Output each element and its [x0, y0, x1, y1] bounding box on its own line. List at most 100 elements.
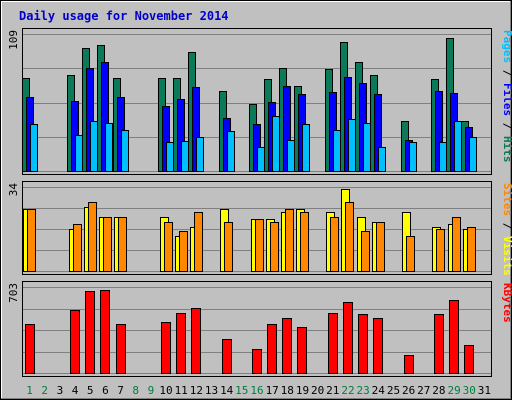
day-label-18: 18: [281, 384, 294, 397]
day-label-31: 31: [478, 384, 491, 397]
day-label-12: 12: [190, 384, 203, 397]
bar-kbytes-day-21: [328, 313, 338, 374]
day-label-7: 7: [117, 384, 124, 397]
legend-entry: Hits: [501, 136, 512, 163]
panel-legend: Sites / Visits: [501, 183, 512, 276]
bar-kbytes-day-4: [70, 310, 80, 374]
bar-pages-day-11: [181, 141, 189, 172]
bar-sites-day-6: [103, 217, 112, 272]
bar-sites-day-17: [270, 222, 279, 272]
bar-sites-day-24: [376, 222, 385, 272]
bar-kbytes-day-1: [25, 324, 35, 374]
kbytes-panel: 703 KBytes: [7, 281, 512, 377]
bar-pages-day-23: [363, 123, 371, 172]
legend-entry: KBytes: [501, 283, 512, 323]
panel-legend: Pages / Files / Hits: [501, 30, 512, 163]
chart-title: Daily usage for November 2014: [19, 9, 229, 23]
legend-entry: Pages: [501, 30, 512, 63]
day-label-10: 10: [159, 384, 172, 397]
bar-kbytes-day-11: [176, 313, 186, 374]
bar-kbytes-day-22: [343, 302, 353, 374]
day-label-24: 24: [372, 384, 386, 397]
bar-kbytes-day-10: [161, 322, 171, 374]
bar-pages-day-5: [90, 121, 98, 172]
day-label-13: 13: [205, 384, 218, 397]
bar-sites-day-10: [164, 222, 173, 272]
bar-sites-day-26: [406, 236, 415, 272]
day-label-25: 25: [387, 384, 400, 397]
hits-panel: 109 Pages / Files / Hits: [7, 28, 512, 175]
bar-pages-day-19: [302, 124, 310, 172]
bar-kbytes-day-5: [85, 291, 95, 374]
bar-sites-day-5: [88, 202, 97, 272]
panel-max-label: 109: [7, 30, 20, 50]
bar-pages-day-28: [439, 142, 447, 172]
day-label-4: 4: [72, 384, 79, 397]
day-label-14: 14: [220, 384, 234, 397]
bar-pages-day-26: [409, 142, 417, 172]
day-label-2: 2: [41, 384, 48, 397]
bar-kbytes-day-12: [191, 308, 201, 374]
day-label-21: 21: [326, 384, 339, 397]
bar-sites-day-14: [224, 222, 233, 272]
day-label-5: 5: [87, 384, 94, 397]
bar-kbytes-day-17: [267, 324, 277, 374]
panel-max-label: 703: [7, 283, 20, 303]
chart-panels: 109 Pages / Files / Hits 34 Sites / Visits 7…: [7, 28, 512, 377]
bar-kbytes-day-19: [297, 327, 307, 374]
bar-pages-day-21: [333, 130, 341, 172]
bar-sites-day-18: [285, 209, 294, 272]
bar-sites-day-11: [179, 231, 188, 272]
bar-kbytes-day-16: [252, 349, 262, 374]
day-label-15: 15: [235, 384, 248, 397]
bar-pages-day-17: [272, 116, 280, 172]
bar-pages-day-18: [287, 140, 295, 172]
panel-legend: KBytes: [501, 283, 512, 323]
bar-kbytes-day-14: [222, 339, 232, 374]
legend-entry: /: [501, 216, 512, 236]
day-label-9: 9: [148, 384, 155, 397]
day-label-29: 29: [447, 384, 460, 397]
bar-pages-day-30: [469, 137, 477, 172]
bar-sites-day-16: [255, 219, 264, 272]
bar-sites-day-30: [467, 227, 476, 272]
bar-sites-day-21: [330, 217, 339, 272]
bar-kbytes-day-23: [358, 314, 368, 374]
x-axis-day-labels: 1 2 3 4 5 6 7 8 9 10 11 12 13 14 15 16 17 18 19 20 21 22 23 24 2…: [26, 384, 491, 397]
bar-sites-day-7: [118, 217, 127, 272]
bar-pages-day-22: [348, 119, 356, 172]
bar-sites-day-22: [345, 202, 354, 272]
bar-pages-day-12: [196, 137, 204, 172]
bar-kbytes-day-18: [282, 318, 292, 374]
bar-pages-day-29: [454, 121, 462, 172]
bar-kbytes-day-24: [373, 318, 383, 374]
bar-pages-day-7: [121, 130, 129, 172]
day-label-30: 30: [463, 384, 476, 397]
bar-kbytes-day-6: [100, 290, 110, 374]
bar-pages-day-10: [166, 142, 174, 172]
day-label-16: 16: [250, 384, 263, 397]
bar-kbytes-day-30: [464, 345, 474, 374]
day-label-19: 19: [296, 384, 309, 397]
bar-sites-day-23: [361, 231, 370, 272]
bar-sites-day-4: [73, 224, 82, 272]
bar-kbytes-day-28: [434, 314, 444, 374]
day-label-27: 27: [417, 384, 430, 397]
bar-kbytes-day-29: [449, 300, 459, 374]
bar-pages-day-6: [105, 123, 113, 172]
bar-pages-day-4: [75, 135, 83, 172]
legend-entry: Sites: [501, 183, 512, 216]
legend-entry: Visits: [501, 236, 512, 276]
visits-panel: 34 Sites / Visits: [7, 181, 512, 276]
legend-entry: /: [501, 116, 512, 136]
day-label-26: 26: [402, 384, 415, 397]
day-label-11: 11: [175, 384, 188, 397]
legend-entry: Files: [501, 83, 512, 116]
bar-sites-day-28: [436, 229, 445, 272]
bar-sites-day-19: [300, 212, 309, 272]
day-label-3: 3: [57, 384, 64, 397]
day-label-28: 28: [432, 384, 445, 397]
panel-max-label: 34: [7, 183, 20, 197]
bar-sites-day-29: [452, 217, 461, 272]
bar-pages-day-24: [378, 147, 386, 172]
